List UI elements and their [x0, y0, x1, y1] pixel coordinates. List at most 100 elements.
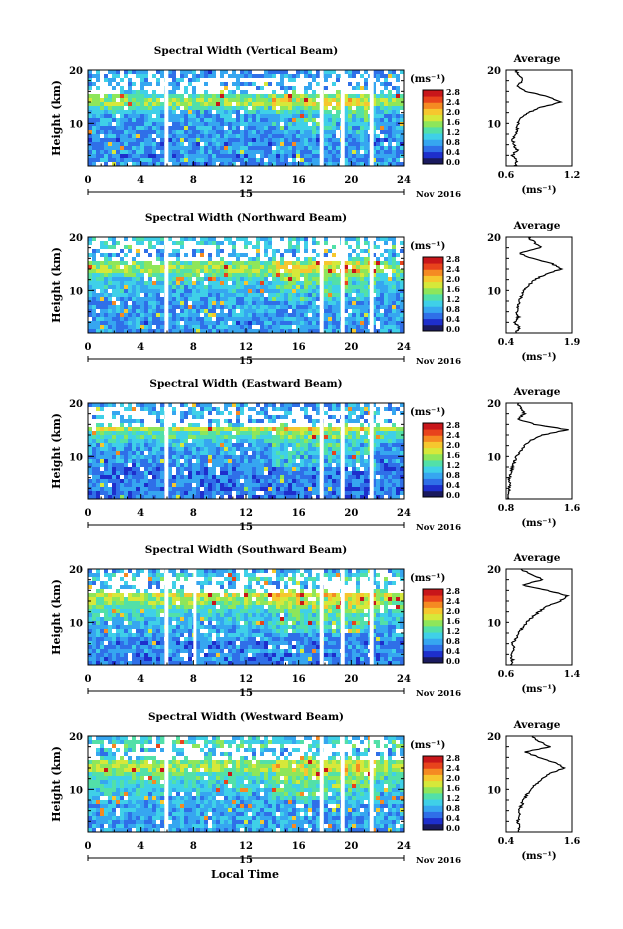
heatmap-cell: [216, 106, 221, 111]
heatmap-cell: [380, 407, 385, 412]
heatmap-cell: [324, 289, 329, 294]
heatmap-cell: [224, 435, 229, 440]
heatmap-cell: [364, 78, 369, 83]
heatmap-cell: [276, 98, 281, 103]
heatmap-cell: [168, 253, 173, 258]
heatmap-cell: [256, 261, 261, 266]
heatmap-cell: [112, 146, 117, 151]
heatmap-cell: [196, 447, 201, 452]
heatmap-cell: [328, 423, 333, 428]
heatmap-cell: [132, 94, 137, 99]
heatmap-cell: [348, 98, 353, 103]
heatmap-cell: [96, 443, 101, 448]
heatmap-cell: [332, 118, 337, 123]
x-tick-label: 8: [190, 342, 197, 353]
heatmap-cell: [312, 154, 317, 159]
heatmap-cell: [112, 451, 117, 456]
heatmap-cell: [208, 325, 213, 330]
heatmap-cell: [240, 265, 245, 270]
heatmap-cell: [388, 309, 393, 314]
heatmap-cell: [376, 146, 381, 151]
heatmap-cell: [140, 269, 145, 274]
heatmap-cell: [132, 419, 137, 424]
heatmap-cell: [276, 106, 281, 111]
heatmap-cell: [188, 122, 193, 127]
heatmap-cell: [284, 431, 289, 436]
heatmap-cell: [112, 86, 117, 91]
heatmap-cell: [352, 325, 357, 330]
heatmap-cell: [244, 146, 249, 151]
heatmap-cell: [308, 94, 313, 99]
heatmap-cell: [280, 122, 285, 127]
heatmap-cell: [352, 70, 357, 75]
heatmap-cell: [228, 261, 233, 266]
heatmap-cell: [88, 126, 93, 131]
heatmap-cell: [396, 309, 401, 314]
heatmap-cell: [136, 122, 141, 127]
heatmap-cell: [160, 281, 165, 286]
heatmap-cell: [244, 431, 249, 436]
heatmap-cell: [292, 321, 297, 326]
average-unit: (ms⁻¹): [521, 352, 556, 363]
heatmap-cell: [228, 138, 233, 143]
heatmap-cell: [252, 245, 257, 250]
heatmap-cell: [112, 237, 117, 242]
average-title: Average: [513, 220, 561, 232]
heatmap-cell: [384, 407, 389, 412]
heatmap-cell: [264, 158, 269, 163]
heatmap-cell: [252, 289, 257, 294]
colorbar-swatch: [423, 120, 443, 128]
heatmap-cell: [156, 162, 161, 167]
heatmap-cell: [224, 415, 229, 420]
heatmap-cell: [276, 86, 281, 91]
heatmap-cell: [224, 114, 229, 119]
heatmap-cell: [256, 130, 261, 135]
heatmap-cell: [332, 122, 337, 127]
heatmap-cell: [268, 273, 273, 278]
heatmap-cell: [96, 277, 101, 282]
heatmap-cell: [120, 249, 125, 254]
heatmap-cell: [116, 138, 121, 143]
heatmap-cell: [92, 427, 97, 432]
heatmap-cell: [396, 435, 401, 440]
heatmap-cell: [136, 158, 141, 163]
heatmap-cell: [344, 134, 349, 139]
heatmap-cell: [268, 261, 273, 266]
heatmap-cell: [332, 325, 337, 330]
heatmap-cell: [100, 154, 105, 159]
heatmap-cell: [348, 293, 353, 298]
heatmap-cell: [272, 94, 277, 99]
heatmap-cell: [208, 321, 213, 326]
heatmap-cell: [204, 325, 209, 330]
heatmap-cell: [204, 94, 209, 99]
heatmap-cell: [312, 309, 317, 314]
heatmap-cell: [108, 277, 113, 282]
heatmap-cell: [208, 86, 213, 91]
heatmap-cell: [376, 98, 381, 103]
heatmap-cell: [336, 289, 341, 294]
heatmap-cell: [152, 325, 157, 330]
heatmap-cell: [280, 158, 285, 163]
heatmap-cell: [284, 329, 289, 334]
heatmap-cell: [88, 269, 93, 274]
heatmap-cell: [324, 285, 329, 290]
heatmap-cell: [88, 297, 93, 302]
heatmap-cell: [312, 253, 317, 258]
heatmap-cell: [216, 435, 221, 440]
heatmap-cell: [284, 293, 289, 298]
heatmap-cell: [168, 317, 173, 322]
heatmap-cell: [260, 110, 265, 115]
heatmap-cell: [184, 293, 189, 298]
heatmap-cell: [288, 273, 293, 278]
heatmap-cell: [324, 74, 329, 79]
heatmap-cell: [128, 122, 133, 127]
heatmap-cell: [304, 427, 309, 432]
heatmap-cell: [148, 249, 153, 254]
heatmap-cell: [156, 329, 161, 334]
heatmap-cell: [396, 110, 401, 115]
heatmap-cell: [396, 297, 401, 302]
heatmap-cell: [348, 309, 353, 314]
heatmap-cell: [176, 134, 181, 139]
heatmap-cell: [272, 297, 277, 302]
heatmap-cell: [224, 98, 229, 103]
